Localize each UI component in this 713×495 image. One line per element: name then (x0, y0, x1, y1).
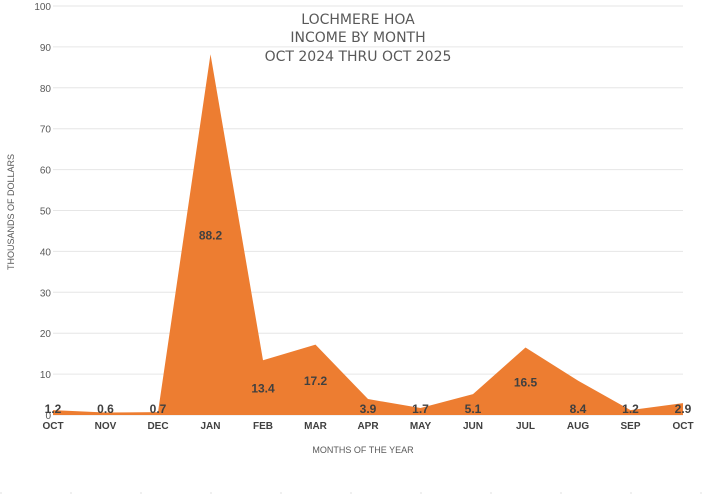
chart-title-line-3: OCT 2024 THRU OCT 2025 (265, 49, 452, 65)
x-tick-label: MAY (410, 421, 432, 432)
y-tick-label: 80 (40, 84, 52, 95)
data-label: 1.7 (412, 402, 429, 416)
data-label: 0.6 (97, 402, 114, 416)
data-labels: 1.2 0.6 0.7 88.2 13.4 17.2 3.9 1.7 5.1 16.5 8.4 1.2… (45, 229, 692, 416)
x-tick-label: JUN (463, 421, 483, 432)
x-tick-label: JAN (200, 421, 220, 432)
y-tick-label: 60 (40, 166, 52, 177)
y-tick-label: 30 (40, 288, 52, 299)
chart-title-line-2: INCOME BY MONTH (290, 30, 425, 46)
y-tick-label: 10 (40, 370, 52, 381)
data-label: 17.2 (304, 374, 328, 388)
y-tick-label: 0 (45, 411, 51, 422)
x-tick-label: DEC (147, 421, 168, 432)
x-tick-label: SEP (620, 421, 640, 432)
y-tick-label: 20 (40, 329, 52, 340)
data-label: 16.5 (514, 375, 538, 389)
data-label: 5.1 (465, 402, 482, 416)
x-tick-label: AUG (567, 421, 589, 432)
gridlines (53, 5, 683, 416)
y-tick-label: 50 (40, 207, 52, 218)
data-label: 2.9 (675, 402, 692, 416)
y-tick-label: 90 (40, 43, 52, 54)
x-tick-label: NOV (95, 421, 117, 432)
x-tick-label: FEB (253, 421, 273, 432)
data-label: 3.9 (360, 402, 377, 416)
y-axis-ticks: 0 10 20 30 40 50 60 70 80 90 100 (34, 2, 51, 422)
x-axis-title: MONTHS OF THE YEAR (312, 445, 414, 455)
x-tick-label: JUL (516, 421, 535, 432)
y-tick-label: 100 (34, 2, 51, 13)
data-label: 88.2 (199, 229, 223, 243)
y-axis-title: THOUSANDS OF DOLLARS (6, 154, 16, 270)
data-label: 0.7 (150, 402, 167, 416)
y-tick-label: 40 (40, 247, 52, 258)
income-area (53, 54, 683, 416)
data-label: 1.2 (45, 402, 62, 416)
chart-title-line-1: LOCHMERE HOA (301, 12, 415, 28)
x-axis-ticks: OCT NOV DEC JAN FEB MAR APR MAY JUN JUL AUG SEP OCT (42, 421, 693, 432)
x-tick-label: OCT (42, 421, 63, 432)
x-tick-label: APR (357, 421, 379, 432)
x-tick-label: OCT (672, 421, 693, 432)
data-label: 8.4 (570, 402, 587, 416)
chart-title: LOCHMERE HOA INCOME BY MONTH OCT 2024 TH… (265, 12, 452, 65)
x-tick-label: MAR (304, 421, 328, 432)
data-label: 13.4 (251, 382, 275, 396)
data-label: 1.2 (622, 402, 639, 416)
y-tick-label: 70 (40, 125, 52, 136)
area-series (53, 54, 683, 416)
